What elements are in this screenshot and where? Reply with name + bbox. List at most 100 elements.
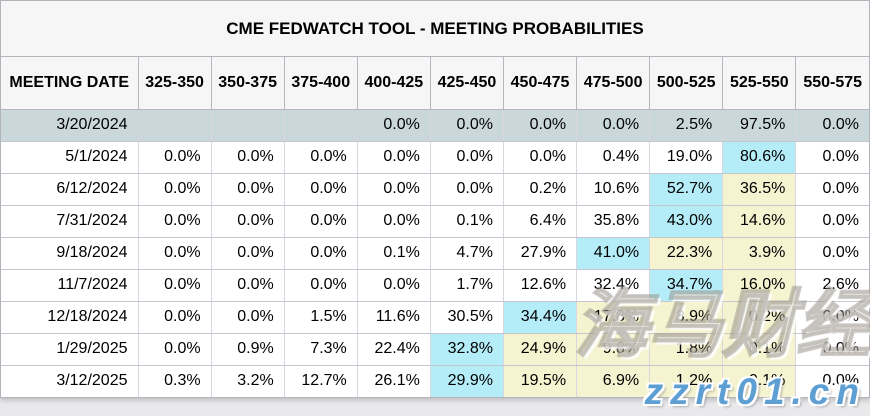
probability-cell: 17.8% <box>576 301 650 334</box>
probability-cell: 0.0% <box>429 109 504 142</box>
probability-cell: 0.1% <box>429 205 504 238</box>
column-header-rate-450-475: 450-475 <box>502 57 577 110</box>
probability-cell: 0.0% <box>137 269 212 302</box>
probability-cell: 32.8% <box>429 333 504 366</box>
meeting-probabilities-table: MEETING DATE 325-350 350-375 375-400 400-425… <box>1 57 869 397</box>
probability-cell: 1.7% <box>429 269 504 302</box>
probability-cell: 0.0% <box>356 269 431 302</box>
meeting-date-cell: 11/7/2024 <box>1 269 138 302</box>
probability-cell: 27.9% <box>502 237 577 270</box>
probability-cell <box>210 109 285 142</box>
probability-cell: 10.6% <box>576 173 650 206</box>
probability-cell: 0.3% <box>137 365 212 397</box>
probability-cell: 26.1% <box>356 365 431 397</box>
probability-cell: 19.5% <box>502 365 577 397</box>
probability-cell: 0.0% <box>210 205 285 238</box>
probability-cell: 0.0% <box>210 173 285 206</box>
probability-cell: 0.2% <box>722 301 796 334</box>
meeting-date-cell: 3/20/2024 <box>1 109 138 142</box>
probability-cell: 16.0% <box>722 269 796 302</box>
probability-cell: 0.0% <box>356 109 431 142</box>
meeting-date-cell: 7/31/2024 <box>1 205 138 238</box>
table-row: 3/12/2025 0.3% 3.2% 12.7% 26.1% 29.9% 19.5% 6.9… <box>1 365 869 397</box>
probability-cell: 0.0% <box>210 141 285 174</box>
probability-cell: 0.0% <box>356 173 431 206</box>
meeting-date-cell: 9/18/2024 <box>1 237 138 270</box>
column-header-rate-375-400: 375-400 <box>283 57 358 110</box>
probability-cell: 34.4% <box>502 301 577 334</box>
meeting-date-cell: 5/1/2024 <box>1 141 138 174</box>
table-row: 5/1/2024 0.0% 0.0% 0.0% 0.0% 0.0% 0.0% 0.4% 19.0… <box>1 141 869 174</box>
probability-cell: 32.4% <box>576 269 650 302</box>
column-header-rate-350-375: 350-375 <box>210 57 285 110</box>
probability-cell: 6.4% <box>502 205 577 238</box>
probability-cell: 0.0% <box>356 205 431 238</box>
probability-cell: 35.8% <box>576 205 650 238</box>
probability-cell: 0.0% <box>795 205 869 238</box>
column-header-rate-525-550: 525-550 <box>722 57 796 110</box>
probability-cell: 0.9% <box>210 333 285 366</box>
probability-cell: 12.6% <box>502 269 577 302</box>
fedwatch-table-panel: CME FEDWATCH TOOL - MEETING PROBABILITIE… <box>0 0 870 398</box>
probability-cell: 0.0% <box>502 141 577 174</box>
probability-cell: 3.9% <box>649 301 723 334</box>
probability-cell: 41.0% <box>576 237 650 270</box>
probability-cell: 6.9% <box>576 365 650 397</box>
probability-cell: 0.1% <box>722 365 796 397</box>
probability-cell: 80.6% <box>722 141 796 174</box>
probability-cell: 0.0% <box>210 301 285 334</box>
probability-cell: 11.6% <box>356 301 431 334</box>
meeting-date-cell: 12/18/2024 <box>1 301 138 334</box>
probability-cell: 43.0% <box>649 205 723 238</box>
probability-cell: 0.0% <box>137 301 212 334</box>
probability-cell: 0.0% <box>137 173 212 206</box>
probability-cell: 0.0% <box>283 141 358 174</box>
probability-cell: 3.2% <box>210 365 285 397</box>
table-row: 7/31/2024 0.0% 0.0% 0.0% 0.0% 0.1% 6.4% 35.8% 43… <box>1 205 869 238</box>
meeting-date-cell: 3/12/2025 <box>1 365 138 397</box>
probability-cell: 3.9% <box>722 237 796 270</box>
table-row: 12/18/2024 0.0% 0.0% 1.5% 11.6% 30.5% 34.4% 17.… <box>1 301 869 334</box>
table-title: CME FEDWATCH TOOL - MEETING PROBABILITIE… <box>1 1 869 57</box>
probability-cell: 1.8% <box>649 333 723 366</box>
column-header-rate-325-350: 325-350 <box>137 57 212 110</box>
probability-cell: 34.7% <box>649 269 723 302</box>
probability-cell: 0.1% <box>722 333 796 366</box>
probability-cell: 29.9% <box>429 365 504 397</box>
probability-cell: 0.2% <box>502 173 577 206</box>
probability-cell: 0.0% <box>283 237 358 270</box>
probability-cell: 0.0% <box>137 237 212 270</box>
probability-cell: 0.0% <box>795 301 869 334</box>
probability-cell: 0.0% <box>283 205 358 238</box>
probability-cell: 0.0% <box>576 109 650 142</box>
probability-cell: 30.5% <box>429 301 504 334</box>
meeting-date-cell: 6/12/2024 <box>1 173 138 206</box>
meeting-date-cell: 1/29/2025 <box>1 333 138 366</box>
probability-cell: 1.2% <box>649 365 723 397</box>
probability-cell: 97.5% <box>722 109 796 142</box>
probability-cell: 0.0% <box>210 237 285 270</box>
probability-cell: 0.0% <box>137 205 212 238</box>
probability-cell: 4.7% <box>429 237 504 270</box>
probability-cell: 0.0% <box>137 333 212 366</box>
probability-cell: 2.5% <box>649 109 723 142</box>
probability-cell: 1.5% <box>283 301 358 334</box>
probability-cell: 0.0% <box>795 365 869 397</box>
probability-cell: 0.0% <box>283 269 358 302</box>
probability-cell <box>283 109 358 142</box>
probability-cell <box>137 109 212 142</box>
probability-cell: 9.8% <box>576 333 650 366</box>
probability-cell: 7.3% <box>283 333 358 366</box>
column-header-rate-425-450: 425-450 <box>429 57 504 110</box>
probability-cell: 0.0% <box>502 109 577 142</box>
table-row: 11/7/2024 0.0% 0.0% 0.0% 0.0% 1.7% 12.6% 32.4% 3… <box>1 269 869 302</box>
table-row: 1/29/2025 0.0% 0.9% 7.3% 22.4% 32.8% 24.9% 9.8%… <box>1 333 869 366</box>
column-header-rate-550-575: 550-575 <box>795 57 869 110</box>
column-header-rate-475-500: 475-500 <box>576 57 650 110</box>
column-header-rate-500-525: 500-525 <box>649 57 723 110</box>
probability-cell: 0.0% <box>210 269 285 302</box>
probability-cell: 24.9% <box>502 333 577 366</box>
probability-cell: 0.0% <box>795 173 869 206</box>
probability-cell: 0.0% <box>356 141 431 174</box>
